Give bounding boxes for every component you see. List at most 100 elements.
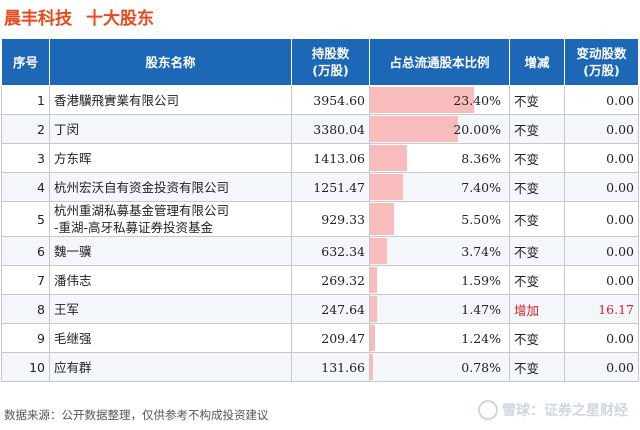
data-source-note: 数据来源：公开数据整理，仅供参考不构成投资建议: [4, 408, 269, 422]
ratio-bar: [370, 267, 378, 293]
table-row: 7 潘伟志 269.32 1.59% 不变 0.00: [1, 265, 639, 295]
ratio-cell: 8.36%: [369, 143, 510, 173]
ratio-value: 1.24%: [461, 330, 501, 346]
rank-cell: 1: [1, 85, 50, 115]
change-shares-cell: 16.17: [564, 294, 639, 324]
rank-cell: 6: [1, 236, 50, 266]
company-title: 晨丰科技: [4, 8, 72, 29]
ratio-bar: [370, 325, 376, 351]
table-row: 10 应有群 131.66 0.78% 不变 0.00: [1, 352, 639, 382]
table-row: 6 魏一骥 632.34 3.74% 不变 0.00: [1, 236, 639, 266]
change-shares-cell: 0.00: [564, 323, 639, 353]
holder-name-cell: 魏一骥: [49, 236, 292, 266]
ratio-cell: 1.59%: [369, 265, 510, 295]
ratio-cell: 20.00%: [369, 114, 510, 144]
change-shares-cell: 0.00: [564, 265, 639, 295]
change-shares-cell: 0.00: [564, 172, 639, 202]
holder-name-cell: 方东晖: [49, 143, 292, 173]
change-cell: 不变: [509, 143, 565, 173]
col-header-name: 股东名称: [49, 38, 292, 86]
rank-cell: 4: [1, 172, 50, 202]
table-row: 1 香港驥飛實業有限公司 3954.60 23.40% 不变 0.00: [1, 85, 639, 115]
rank-cell: 2: [1, 114, 50, 144]
change-cell: 不变: [509, 352, 565, 382]
brand-text: 雪球：证券之星财经: [502, 403, 628, 419]
shares-cell: 632.34: [291, 236, 370, 266]
rank-cell: 5: [1, 201, 50, 237]
table-row: 9 毛继强 209.47 1.24% 不变 0.00: [1, 323, 639, 353]
rank-cell: 8: [1, 294, 50, 324]
change-cell: 不变: [509, 265, 565, 295]
change-shares-cell: 0.00: [564, 143, 639, 173]
holder-name-cell: 丁闵: [49, 114, 292, 144]
rank-cell: 7: [1, 265, 50, 295]
ratio-cell: 0.78%: [369, 352, 510, 382]
ratio-cell: 23.40%: [369, 85, 510, 115]
ratio-value: 1.47%: [461, 301, 501, 317]
change-cell: 不变: [509, 114, 565, 144]
ratio-value: 7.40%: [461, 179, 501, 195]
ratio-cell: 1.47%: [369, 294, 510, 324]
ratio-bar: [370, 87, 474, 113]
shares-cell: 1251.47: [291, 172, 370, 202]
change-shares-cell: 0.00: [564, 352, 639, 382]
col-header-rank: 序号: [1, 38, 50, 86]
shares-cell: 1413.06: [291, 143, 370, 173]
change-cell: 不变: [509, 172, 565, 202]
ratio-bar: [370, 203, 395, 235]
change-cell: 不变: [509, 236, 565, 266]
section-title: 十大股东: [86, 8, 154, 29]
shares-cell: 929.33: [291, 201, 370, 237]
change-shares-cell: 0.00: [564, 85, 639, 115]
change-shares-cell: 0.00: [564, 201, 639, 237]
ratio-value: 1.59%: [461, 272, 501, 288]
shares-cell: 247.64: [291, 294, 370, 324]
holder-name-cell: 杭州宏沃自有资金投资有限公司: [49, 172, 292, 202]
ratio-value: 0.78%: [461, 359, 501, 375]
rank-cell: 3: [1, 143, 50, 173]
ratio-bar: [370, 238, 387, 264]
ratio-bar: [370, 145, 407, 171]
ratio-value: 3.74%: [461, 243, 501, 259]
ratio-cell: 1.24%: [369, 323, 510, 353]
holder-name-cell: 香港驥飛實業有限公司: [49, 85, 292, 115]
ratio-value: 8.36%: [461, 150, 501, 166]
ratio-value: 5.50%: [461, 211, 501, 227]
rank-cell: 9: [1, 323, 50, 353]
ratio-value: 20.00%: [453, 121, 501, 137]
ratio-bar: [370, 296, 377, 322]
ratio-bar: [370, 116, 459, 142]
snowball-logo-icon: [478, 400, 498, 420]
change-shares-cell: 0.00: [564, 236, 639, 266]
table-header-row: 序号 股东名称 持股数 (万股) 占总流通股本比例 增减 变动股数 (万股): [1, 38, 639, 86]
brand-watermark: 雪球：证券之星财经: [478, 400, 628, 420]
ratio-cell: 5.50%: [369, 201, 510, 237]
shares-cell: 269.32: [291, 265, 370, 295]
col-header-shares: 持股数 (万股): [291, 38, 370, 86]
ratio-value: 23.40%: [453, 92, 501, 108]
shares-cell: 131.66: [291, 352, 370, 382]
table-row: 3 方东晖 1413.06 8.36% 不变 0.00: [1, 143, 639, 173]
change-cell: 不变: [509, 323, 565, 353]
table-row: 5 杭州重湖私募基金管理有限公司 -重湖-高牙私募证券投资基金 929.33 5.50…: [1, 201, 639, 237]
ratio-bar: [370, 174, 403, 200]
shares-cell: 209.47: [291, 323, 370, 353]
col-header-ratio: 占总流通股本比例: [369, 38, 510, 86]
holder-name-cell: 潘伟志: [49, 265, 292, 295]
ratio-cell: 3.74%: [369, 236, 510, 266]
holder-name-cell: 毛继强: [49, 323, 292, 353]
holder-name-cell: 杭州重湖私募基金管理有限公司 -重湖-高牙私募证券投资基金: [49, 201, 292, 237]
table-row: 4 杭州宏沃自有资金投资有限公司 1251.47 7.40% 不变 0.00: [1, 172, 639, 202]
title-bar: 晨丰科技 十大股东: [4, 2, 154, 30]
change-cell: 增加: [509, 294, 565, 324]
table-row: 8 王军 247.64 1.47% 增加 16.17: [1, 294, 639, 324]
rank-cell: 10: [1, 352, 50, 382]
col-header-change: 增减: [509, 38, 565, 86]
shareholders-table: 序号 股东名称 持股数 (万股) 占总流通股本比例 增减 变动股数 (万股) 1…: [1, 38, 639, 382]
holder-name-cell: 王军: [49, 294, 292, 324]
shares-cell: 3954.60: [291, 85, 370, 115]
col-header-change-shares: 变动股数 (万股): [564, 38, 639, 86]
table-row: 2 丁闵 3380.04 20.00% 不变 0.00: [1, 114, 639, 144]
ratio-cell: 7.40%: [369, 172, 510, 202]
holder-name-cell: 应有群: [49, 352, 292, 382]
